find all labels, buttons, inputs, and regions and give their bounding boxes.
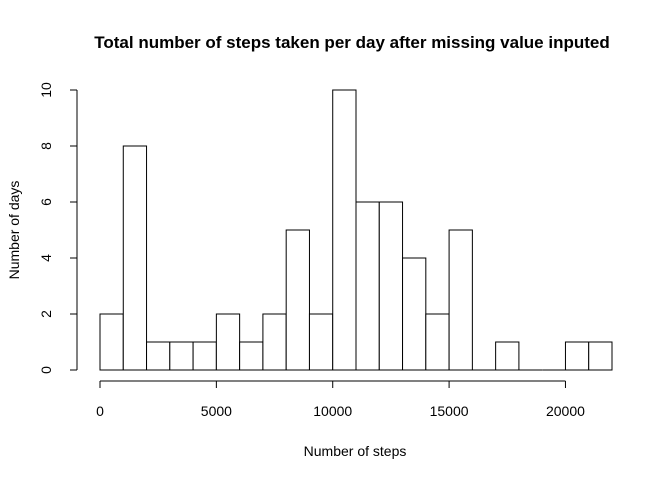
- x-axis: 0 5000 10000 15000 20000: [96, 380, 585, 419]
- histogram-bar: [285, 229, 310, 371]
- y-tick-label: 6: [38, 198, 54, 206]
- histogram-bar: [448, 229, 473, 371]
- histogram-bar: [192, 341, 217, 371]
- y-tick-label: 8: [38, 142, 54, 150]
- histogram-bar: [122, 145, 148, 371]
- histogram-bar: [239, 341, 264, 371]
- histogram-bar: [378, 201, 404, 371]
- y-tick-label: 4: [38, 254, 54, 262]
- histogram-bar: [308, 313, 334, 371]
- y-tick-label: 10: [38, 82, 54, 98]
- histogram-bar: [588, 341, 613, 371]
- histogram-bar: [425, 313, 450, 371]
- histogram-bar: [355, 201, 380, 371]
- histogram-bar: [169, 341, 194, 371]
- y-tick-label: 2: [38, 310, 54, 318]
- x-axis-label: Number of steps: [304, 443, 407, 459]
- bars-group: [99, 89, 613, 371]
- histogram-bar: [495, 341, 520, 371]
- x-tick-label: 15000: [430, 403, 469, 419]
- histogram-bar: [564, 341, 590, 371]
- x-tick-label: 5000: [201, 403, 232, 419]
- histogram-bar: [402, 257, 427, 371]
- y-tick-label: 0: [38, 366, 54, 374]
- histogram-bar: [332, 89, 357, 371]
- x-tick-label: 10000: [313, 403, 352, 419]
- histogram-bar: [262, 313, 287, 371]
- chart-title: Total number of steps taken per day afte…: [94, 33, 609, 52]
- y-axis: 0 2 4 6 8 10: [38, 82, 78, 374]
- y-axis-label: Number of days: [6, 181, 22, 280]
- histogram-bar: [99, 313, 124, 371]
- histogram-bar: [215, 313, 241, 371]
- x-tick-label: 20000: [546, 403, 585, 419]
- x-tick-label: 0: [96, 403, 104, 419]
- histogram-bar: [146, 341, 171, 371]
